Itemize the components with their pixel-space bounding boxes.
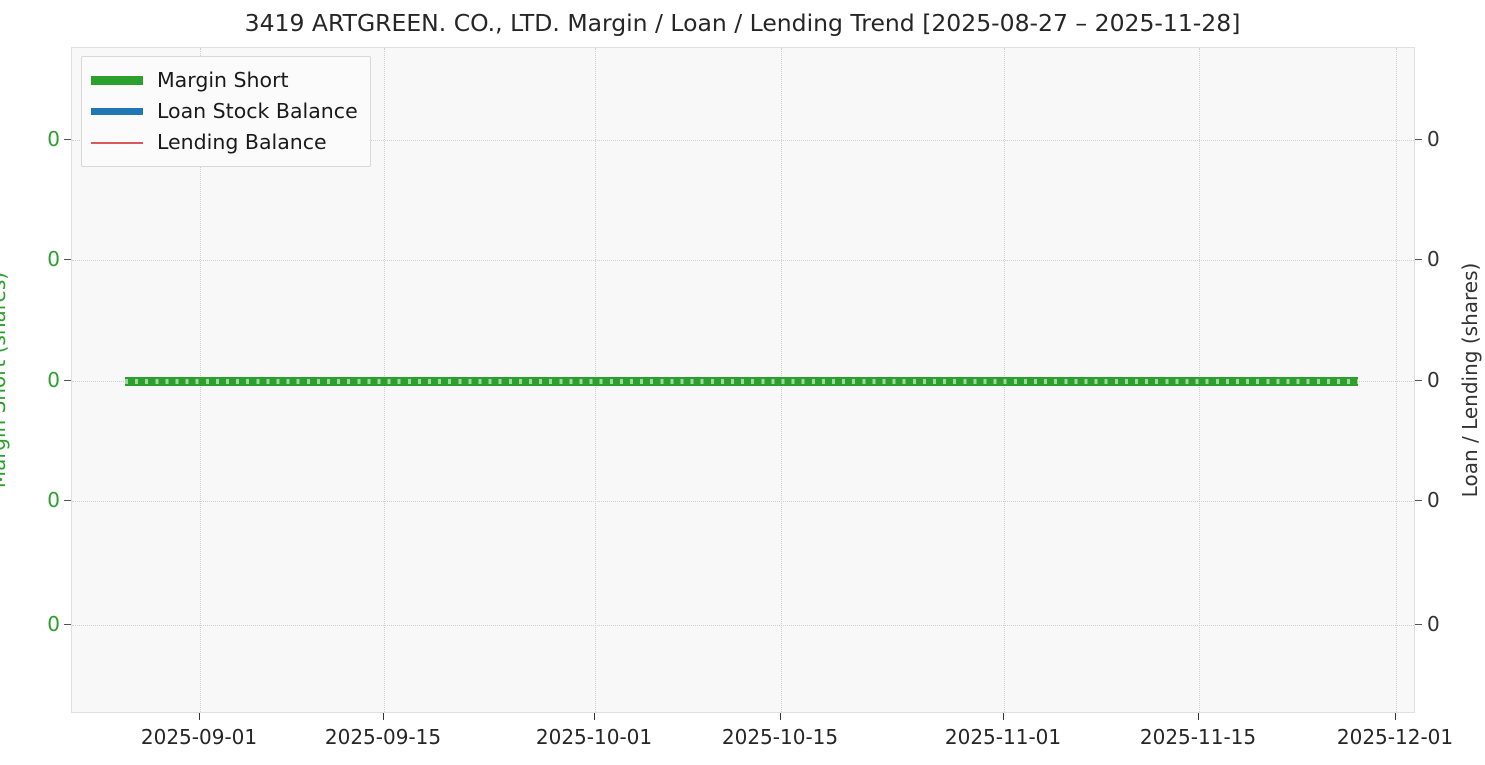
y-tick-label-left: 0	[47, 247, 60, 271]
x-tick-label: 2025-10-15	[721, 725, 839, 749]
y-tick-mark-right	[1415, 138, 1422, 140]
x-tick-label: 2025-11-01	[944, 725, 1062, 749]
gridline-horizontal	[72, 500, 1414, 502]
gridline-horizontal	[72, 624, 1414, 626]
y-tick-mark-left	[64, 379, 71, 381]
y-tick-label-right: 0	[1427, 247, 1440, 271]
y-tick-mark-right	[1415, 258, 1422, 260]
chart-title: 3419 ARTGREEN. CO., LTD. Margin / Loan /…	[244, 9, 1241, 37]
legend-item-loan-stock[interactable]: Loan Stock Balance	[91, 96, 358, 127]
legend-label-lending: Lending Balance	[157, 130, 327, 155]
legend-swatch-loan-stock	[91, 106, 143, 118]
y-tick-label-right: 0	[1427, 488, 1440, 512]
legend-swatch-margin-short	[91, 75, 143, 87]
y-tick-mark-right	[1415, 623, 1422, 625]
y-tick-label-left: 0	[47, 127, 60, 151]
y-tick-label-right: 0	[1427, 612, 1440, 636]
x-tick-label: 2025-11-15	[1139, 725, 1257, 749]
y-tick-label-left: 0	[47, 368, 60, 392]
x-tick-mark	[383, 713, 384, 720]
x-tick-mark	[199, 713, 200, 720]
y-axis-label-left: Margin Short (shares)	[0, 271, 10, 489]
series-line-margin-short	[125, 376, 1358, 386]
x-tick-label: 2025-12-01	[1336, 725, 1454, 749]
gridline-vertical	[1396, 48, 1397, 712]
y-tick-label-left: 0	[47, 488, 60, 512]
x-tick-mark	[594, 713, 595, 720]
x-tick-mark	[780, 713, 781, 720]
gridline-horizontal	[72, 259, 1414, 261]
legend-label-loan-stock: Loan Stock Balance	[157, 99, 358, 124]
y-tick-mark-left	[64, 499, 71, 501]
legend-item-margin-short[interactable]: Margin Short	[91, 65, 358, 96]
x-tick-mark	[1198, 713, 1199, 720]
gridline-horizontal	[72, 139, 1414, 141]
y-tick-mark-right	[1415, 379, 1422, 381]
x-tick-label: 2025-10-01	[535, 725, 653, 749]
x-tick-label: 2025-09-01	[140, 725, 258, 749]
legend-swatch-lending	[91, 137, 143, 149]
y-tick-label-right: 0	[1427, 127, 1440, 151]
y-tick-mark-right	[1415, 499, 1422, 501]
y-tick-mark-left	[64, 623, 71, 625]
legend-label-margin-short: Margin Short	[157, 68, 289, 93]
y-tick-mark-left	[64, 258, 71, 260]
chart-legend: Margin Short Loan Stock Balance Lending …	[81, 56, 371, 167]
legend-item-lending[interactable]: Lending Balance	[91, 127, 358, 158]
y-axis-label-right: Loan / Lending (shares)	[1458, 262, 1482, 498]
y-tick-label-left: 0	[47, 612, 60, 636]
x-tick-mark	[1003, 713, 1004, 720]
x-tick-mark	[1395, 713, 1396, 720]
y-tick-mark-left	[64, 138, 71, 140]
y-tick-label-right: 0	[1427, 368, 1440, 392]
x-tick-label: 2025-09-15	[324, 725, 442, 749]
